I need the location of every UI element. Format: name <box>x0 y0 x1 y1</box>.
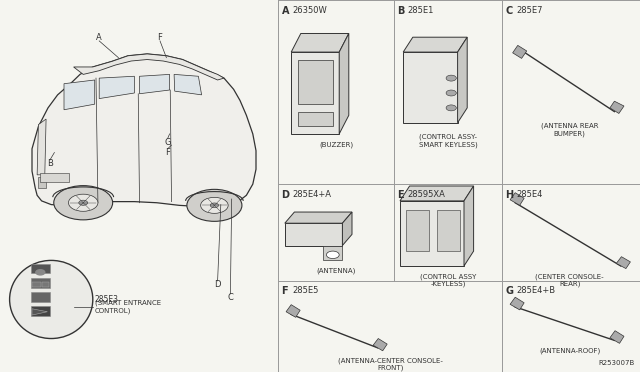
Polygon shape <box>403 52 458 123</box>
Text: (ANTENNA-ROOF): (ANTENNA-ROOF) <box>539 348 600 354</box>
Text: 285E4+B: 285E4+B <box>516 286 556 295</box>
Text: (CONTROL ASSY
-KEYLESS): (CONTROL ASSY -KEYLESS) <box>420 273 476 288</box>
Text: (CENTER CONSOLE-
REAR): (CENTER CONSOLE- REAR) <box>535 273 604 288</box>
Polygon shape <box>285 223 342 246</box>
Text: C: C <box>506 6 513 16</box>
Polygon shape <box>610 101 624 113</box>
Circle shape <box>326 251 339 259</box>
Text: (ANTENNA REAR
BUMPER): (ANTENNA REAR BUMPER) <box>541 123 598 137</box>
Bar <box>31 278 50 288</box>
Polygon shape <box>400 201 464 266</box>
Text: 285E5: 285E5 <box>292 286 319 295</box>
Polygon shape <box>286 305 300 317</box>
Bar <box>31 292 50 302</box>
Polygon shape <box>37 119 46 175</box>
Text: H: H <box>506 190 514 200</box>
Polygon shape <box>458 37 467 123</box>
Text: (ANTENNA): (ANTENNA) <box>316 268 356 274</box>
Text: 285E4+A: 285E4+A <box>292 190 332 199</box>
Polygon shape <box>291 33 349 52</box>
Bar <box>31 306 50 316</box>
Polygon shape <box>32 309 47 315</box>
Polygon shape <box>510 297 524 310</box>
Text: F: F <box>282 286 288 296</box>
Bar <box>298 60 333 104</box>
Circle shape <box>201 197 228 213</box>
Text: 285E1: 285E1 <box>408 6 434 15</box>
Circle shape <box>446 105 456 111</box>
Polygon shape <box>99 76 134 99</box>
Ellipse shape <box>10 260 93 339</box>
Text: (BUZZER): (BUZZER) <box>319 141 353 148</box>
Text: A: A <box>282 6 289 16</box>
Polygon shape <box>616 257 630 269</box>
Text: (SMART ENTRANCE
CONTROL): (SMART ENTRANCE CONTROL) <box>95 300 161 314</box>
Circle shape <box>446 90 456 96</box>
Circle shape <box>68 194 98 211</box>
Bar <box>32 282 41 287</box>
Polygon shape <box>285 212 352 223</box>
Text: A: A <box>97 33 102 42</box>
Polygon shape <box>32 54 256 206</box>
Text: D: D <box>214 280 221 289</box>
Bar <box>42 282 49 287</box>
Text: C: C <box>227 293 234 302</box>
Text: 285E3: 285E3 <box>95 295 119 304</box>
Text: 26350W: 26350W <box>292 6 327 15</box>
Polygon shape <box>513 45 527 58</box>
Text: G: G <box>164 138 171 147</box>
Polygon shape <box>64 80 95 110</box>
Polygon shape <box>174 74 202 95</box>
Circle shape <box>187 189 242 221</box>
Polygon shape <box>140 74 170 94</box>
Polygon shape <box>400 186 474 201</box>
Text: F: F <box>157 33 163 42</box>
Circle shape <box>54 186 113 220</box>
Circle shape <box>446 75 456 81</box>
Polygon shape <box>510 193 524 205</box>
Text: (ANTENNA-CENTER CONSOLE-
FRONT): (ANTENNA-CENTER CONSOLE- FRONT) <box>338 357 443 371</box>
Bar <box>40 173 69 182</box>
Bar <box>406 210 429 251</box>
Polygon shape <box>74 54 224 80</box>
Text: 28595XA: 28595XA <box>408 190 445 199</box>
Polygon shape <box>339 33 349 134</box>
Circle shape <box>79 200 88 205</box>
Bar <box>31 264 50 273</box>
Text: G: G <box>506 286 514 296</box>
Text: 285E4: 285E4 <box>516 190 543 199</box>
Polygon shape <box>610 331 624 343</box>
Polygon shape <box>464 186 474 266</box>
Bar <box>437 210 460 251</box>
Polygon shape <box>291 52 339 134</box>
Text: B: B <box>47 159 53 168</box>
Text: R253007B: R253007B <box>598 360 635 366</box>
Text: E: E <box>397 190 403 200</box>
Bar <box>38 177 46 188</box>
Text: B: B <box>397 6 404 16</box>
Circle shape <box>36 270 45 275</box>
Circle shape <box>211 203 218 208</box>
Polygon shape <box>323 246 342 260</box>
Polygon shape <box>403 37 467 52</box>
Bar <box>298 112 333 126</box>
Text: F: F <box>165 148 170 157</box>
Polygon shape <box>342 212 352 246</box>
Text: 285E7: 285E7 <box>516 6 543 15</box>
Text: D: D <box>282 190 290 200</box>
Text: (CONTROL ASSY-
SMART KEYLESS): (CONTROL ASSY- SMART KEYLESS) <box>419 134 477 148</box>
Polygon shape <box>373 339 387 351</box>
